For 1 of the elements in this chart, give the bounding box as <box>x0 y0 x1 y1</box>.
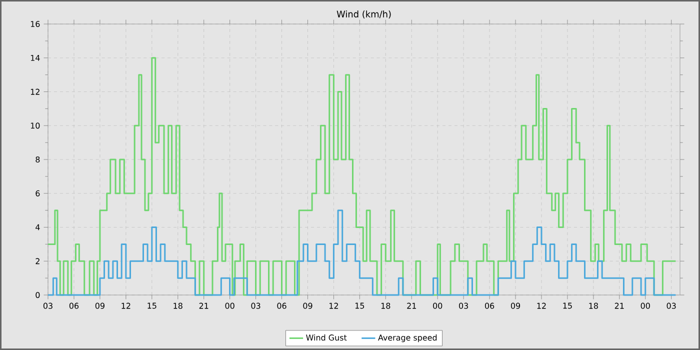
chart-title: Wind (km/h) <box>336 10 391 19</box>
